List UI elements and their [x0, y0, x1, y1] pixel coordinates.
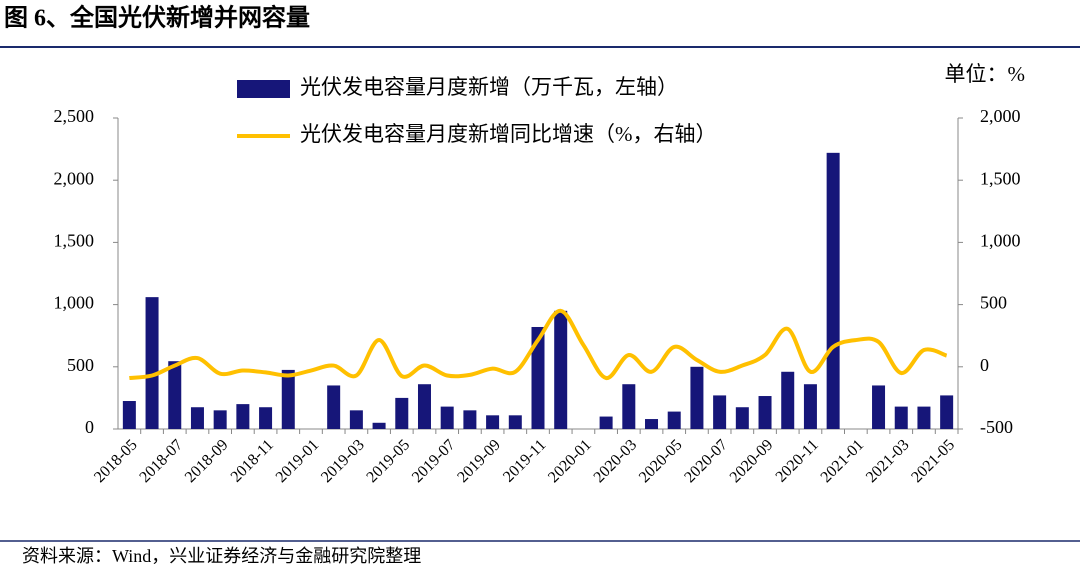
source-note: 资料来源：Wind，兴业证券经济与金融研究院整理 [22, 546, 421, 566]
x-tick-label: 2020-01 [545, 436, 595, 486]
y2-tick-label: 1,000 [980, 231, 1021, 251]
bar [781, 371, 795, 429]
bar [940, 395, 954, 429]
bar [236, 404, 250, 429]
bar [145, 297, 159, 429]
bar [917, 406, 931, 429]
bar [713, 395, 727, 429]
x-tick-label: 2018-07 [136, 436, 186, 486]
x-tick-label: 2018-09 [182, 436, 232, 486]
x-tick-label: 2019-05 [363, 436, 413, 486]
bar [463, 410, 477, 429]
y-tick-label: 1,000 [54, 293, 95, 313]
bar [894, 406, 908, 429]
bar [872, 385, 886, 429]
x-tick-label: 2020-11 [773, 436, 822, 485]
chart-title: 图 6、全国光伏新增并网容量 [4, 4, 310, 32]
bar [667, 411, 681, 429]
bar [122, 401, 136, 429]
x-tick-label: 2020-03 [591, 436, 641, 486]
x-tick-label: 2019-07 [409, 436, 459, 486]
bar [213, 410, 227, 429]
y-tick-label: 2,000 [54, 168, 95, 188]
x-tick-label: 2019-11 [500, 436, 549, 485]
y2-tick-label: 500 [980, 293, 1007, 313]
bar [440, 406, 454, 429]
bar [645, 419, 659, 429]
bar [599, 416, 613, 429]
y2-tick-label: 0 [980, 355, 989, 375]
x-tick-label: 2019-01 [273, 436, 323, 486]
x-tick-label: 2018-11 [228, 436, 277, 485]
bar [327, 385, 341, 429]
bar [168, 361, 182, 429]
bar [531, 326, 545, 429]
line [129, 308, 948, 380]
x-tick-label: 2021-05 [908, 436, 958, 486]
x-tick-label: 2021-03 [863, 436, 913, 486]
bar [826, 152, 840, 429]
legend-swatch [237, 80, 290, 98]
y2-tick-label: -500 [980, 417, 1013, 437]
bar [508, 415, 522, 429]
bar [622, 384, 636, 429]
y2-tick-label: 1,500 [980, 168, 1021, 188]
bar [758, 396, 772, 429]
x-tick-label: 2019-09 [454, 436, 504, 486]
unit-label: 单位：% [945, 62, 1026, 86]
x-tick-label: 2019-03 [318, 436, 368, 486]
bar [395, 397, 409, 429]
bar [349, 410, 363, 429]
bar [372, 422, 386, 429]
x-tick-label: 2020-05 [636, 436, 686, 486]
bar [554, 310, 568, 429]
x-tick-label: 2018-05 [91, 436, 141, 486]
bar [190, 407, 204, 429]
y-tick-label: 2,500 [54, 106, 95, 126]
x-tick-label: 2021-01 [818, 436, 868, 486]
legend-label: 光伏发电容量月度新增（万千瓦，左轴） [300, 75, 678, 99]
y2-tick-label: 2,000 [980, 106, 1021, 126]
legend-label: 光伏发电容量月度新增同比增速（%，右轴） [300, 122, 717, 146]
bar [803, 384, 817, 429]
bar [281, 369, 295, 429]
bar [486, 415, 500, 429]
bar [690, 366, 704, 429]
bar [259, 407, 273, 429]
bar [417, 384, 431, 429]
bar [735, 407, 749, 429]
y-tick-label: 0 [85, 417, 94, 437]
y-tick-label: 500 [67, 355, 94, 375]
y-tick-label: 1,500 [54, 231, 95, 251]
x-tick-label: 2020-09 [727, 436, 777, 486]
x-tick-label: 2020-07 [681, 436, 731, 486]
